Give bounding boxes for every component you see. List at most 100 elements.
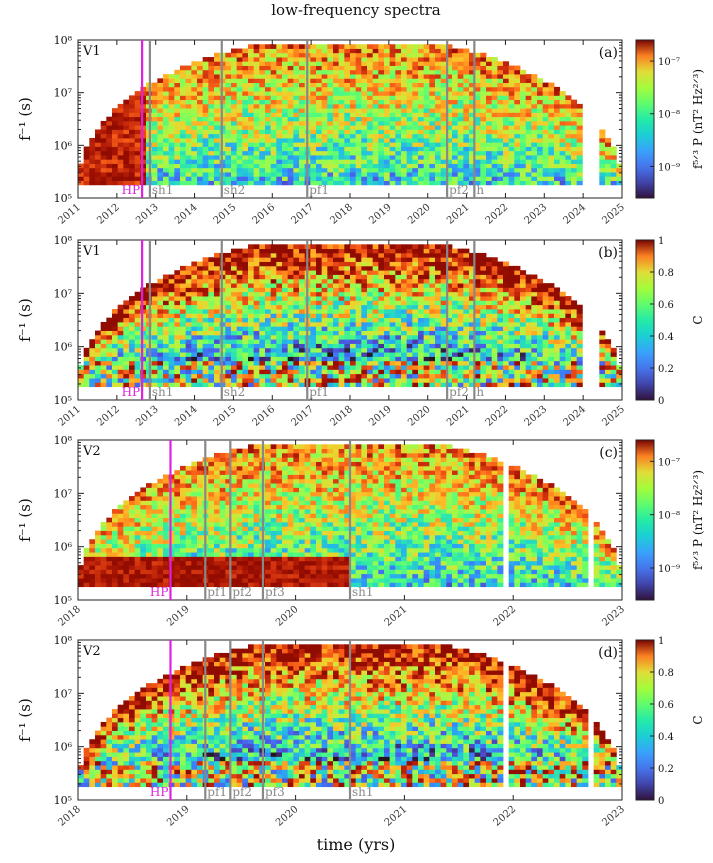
heatmap-cell [531,167,538,173]
heatmap-cell [180,365,187,370]
heatmap-cell [344,155,351,160]
heatmap-cell [395,108,402,113]
heatmap-cell [508,108,515,113]
heatmap-cell [452,296,459,301]
heatmap-cell [236,86,243,92]
heatmap-cell [276,304,283,310]
heatmap-cell [270,159,277,164]
heatmap-cell [474,129,481,135]
heatmap-cell [270,252,277,258]
heatmap-cell [503,61,510,66]
heatmap-cell [140,159,147,164]
heatmap-cell [259,360,266,366]
heatmap-cell [100,330,107,336]
heatmap-cell [355,300,362,306]
heatmap-cell [117,334,124,340]
heatmap-cell [520,99,527,105]
heatmap-cell [491,270,498,275]
heatmap-cell [327,330,334,336]
heatmap-cell [463,360,470,366]
heatmap-cell [435,116,442,122]
heatmap-cell [508,343,515,349]
heatmap-cell [537,112,544,118]
heatmap-cell [367,103,374,109]
heatmap-cell [180,291,187,297]
heatmap-cell [491,352,498,357]
heatmap-cell [129,159,136,164]
heatmap-cell [508,296,515,301]
heatmap-cell [276,133,283,139]
heatmap-cell [423,159,430,164]
heatmap-cell [321,137,328,143]
heatmap-cell [605,142,612,147]
heatmap-cell [548,116,555,122]
heatmap-cell [491,167,498,173]
heatmap-cell [423,291,430,297]
heatmap-cell [406,257,413,262]
heatmap-cell [446,378,453,383]
heatmap-cell [457,382,464,388]
heatmap-cell [163,347,170,353]
heatmap-cell [225,334,232,340]
heatmap-cell [605,146,612,152]
heatmap-cell [537,167,544,173]
heatmap-cell [253,137,260,143]
heatmap-cell [537,78,544,83]
heatmap-cell [242,120,249,126]
heatmap-cell [412,382,419,388]
heatmap-cell [157,326,164,331]
heatmap-cell [525,180,532,186]
heatmap-cell [202,278,209,284]
heatmap-cell [140,146,147,152]
heatmap-cell [293,82,300,88]
heatmap-cell [474,112,481,118]
heatmap-cell [333,74,340,79]
heatmap-cell [412,296,419,301]
heatmap-cell [418,61,425,66]
heatmap-cell [480,180,487,186]
heatmap-cell [214,86,221,92]
heatmap-cell [406,296,413,301]
heatmap-cell [497,382,504,388]
heatmap-cell [452,378,459,383]
heatmap-cell [265,99,272,105]
heatmap-cell [310,360,317,366]
heatmap-cell [457,48,464,54]
heatmap-cell [378,265,385,271]
heatmap-cell [338,167,345,173]
heatmap-cell [531,142,538,147]
heatmap-cell [338,261,345,267]
heatmap-cell [520,159,527,164]
heatmap-cell [571,150,578,156]
heatmap-cell [486,352,493,357]
heatmap-cell [163,86,170,92]
heatmap-cell [503,373,510,379]
heatmap-cell [327,278,334,284]
heatmap-cell [168,330,175,336]
heatmap-cell [463,257,470,262]
heatmap-cell [412,61,419,66]
heatmap-cell [361,180,368,186]
heatmap-cell [344,356,351,362]
heatmap-cell [497,159,504,164]
heatmap-cell [344,142,351,147]
heatmap-cell [474,347,481,353]
heatmap-cell [248,334,255,340]
heatmap-cell [140,167,147,173]
heatmap-cell [406,167,413,173]
heatmap-cell [316,167,323,173]
heatmap-cell [270,317,277,323]
heatmap-cell [344,129,351,135]
heatmap-cell [406,150,413,156]
heatmap-cell [378,112,385,118]
colorbar-tick-label: 10⁻⁸ [658,110,680,121]
heatmap-cell [463,365,470,370]
heatmap-cell [89,150,96,156]
heatmap-cell [508,309,515,314]
heatmap-cell [497,369,504,375]
marker-label-HP: HP [122,183,141,197]
heatmap-cell [384,283,391,288]
heatmap-cell [253,278,260,284]
heatmap-cell [106,159,113,164]
heatmap-cell [520,142,527,147]
